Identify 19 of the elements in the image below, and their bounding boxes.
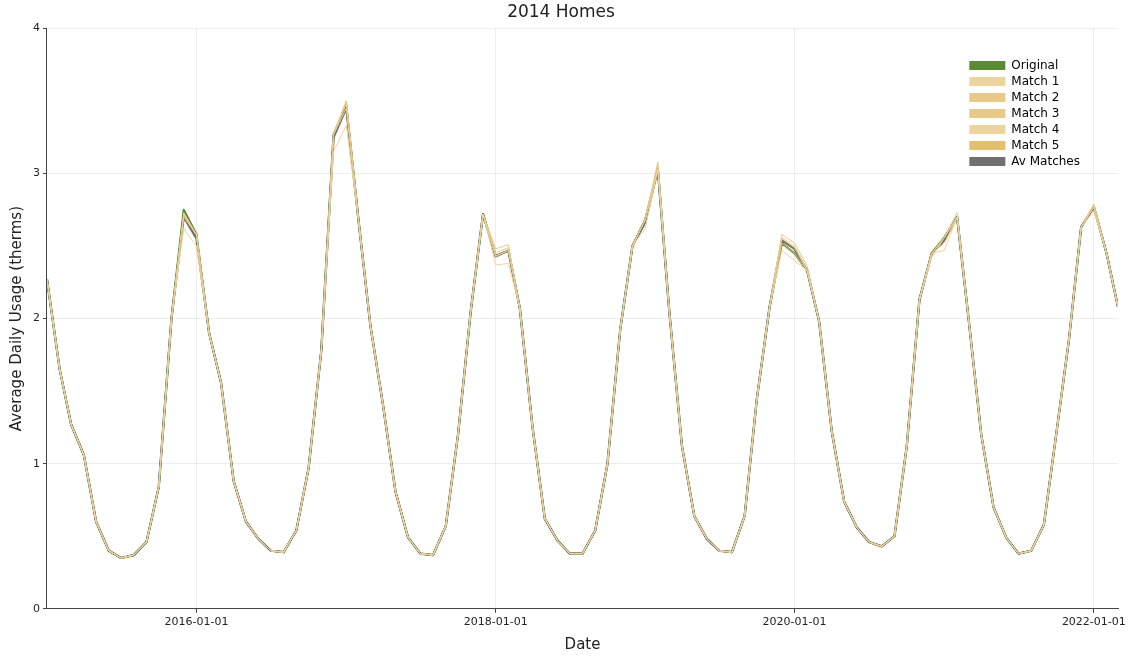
x-tick-label: 2020-01-01 bbox=[762, 615, 827, 629]
x-tick-label: 2022-01-01 bbox=[1061, 615, 1126, 629]
legend-label: Match 1 bbox=[1011, 73, 1060, 88]
y-tick-label: 2 bbox=[33, 311, 40, 325]
legend-label: Match 2 bbox=[1011, 89, 1060, 104]
y-axis-title: Average Daily Usage (therms) bbox=[6, 205, 25, 432]
y-tick-label: 3 bbox=[33, 166, 40, 180]
y-tick-label: 0 bbox=[33, 601, 40, 615]
legend-label: Match 4 bbox=[1011, 121, 1060, 136]
x-tick-label: 2018-01-01 bbox=[463, 615, 528, 629]
y-tick-label: 4 bbox=[33, 21, 40, 35]
legend-label: Match 5 bbox=[1011, 137, 1060, 152]
x-axis-title: Date bbox=[564, 634, 601, 653]
y-tick-label: 1 bbox=[33, 456, 40, 470]
legend-label: Match 3 bbox=[1011, 105, 1060, 120]
legend-label: Original bbox=[1011, 57, 1059, 72]
x-tick-label: 2016-01-01 bbox=[164, 615, 229, 629]
legend-label: Av Matches bbox=[1011, 153, 1080, 168]
chart-title: 2014 Homes bbox=[507, 0, 615, 21]
